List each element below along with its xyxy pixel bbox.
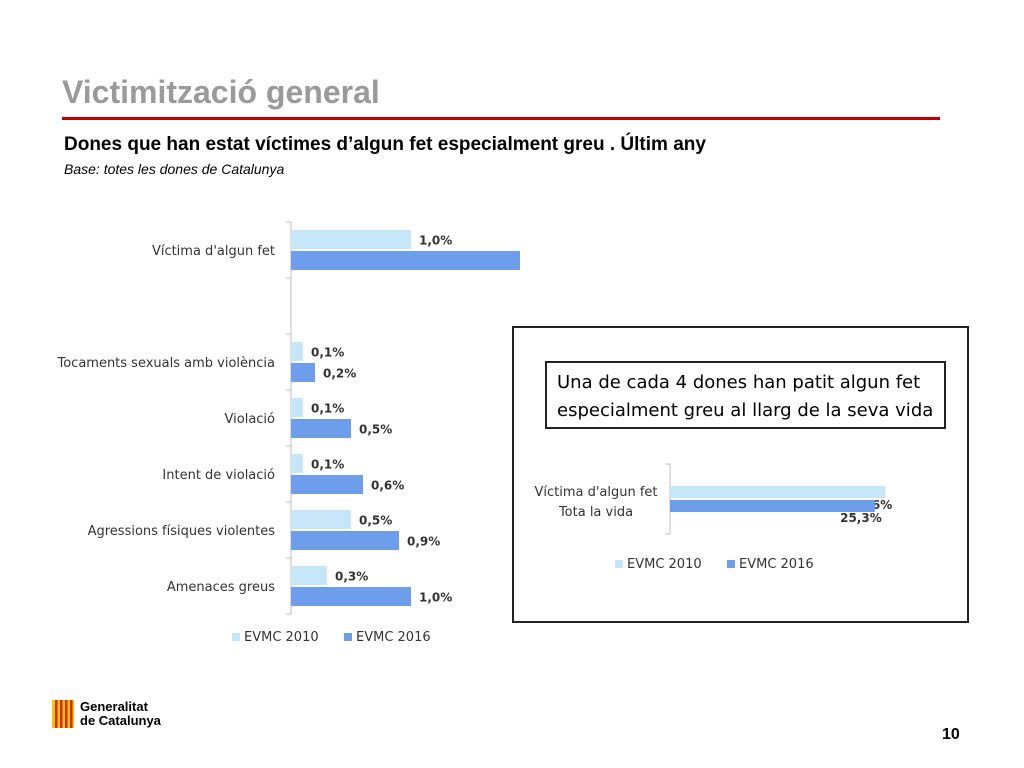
data-label: 0,1%	[311, 346, 344, 360]
category-label: Violació	[225, 412, 276, 427]
legend-label: EVMC 2016	[356, 630, 431, 645]
callout-box: Una de cada 4 dones han patit algun fet …	[545, 361, 946, 429]
data-label: 0,9%	[407, 535, 440, 549]
bar-2010	[291, 398, 303, 417]
legend-label: EVMC 2010	[244, 630, 319, 645]
category-label: Intent de violació	[162, 468, 275, 483]
bar-2016	[670, 500, 875, 512]
title-underline	[62, 117, 940, 120]
legend-label: EVMC 2010	[627, 557, 702, 572]
category-label: Tota la vida	[558, 505, 633, 520]
legend-swatch	[615, 560, 623, 568]
legend-label: EVMC 2016	[739, 557, 814, 572]
bar-2016	[291, 475, 363, 494]
bar-2016	[291, 363, 315, 382]
data-label: 0,3%	[335, 570, 368, 584]
data-label: 0,5%	[359, 423, 392, 437]
bar-2016	[291, 251, 520, 270]
logo-line-1: Generalitat	[80, 699, 148, 714]
data-label: 1,0%	[419, 234, 452, 248]
bar-2016	[291, 419, 351, 438]
bar-2010	[291, 510, 351, 529]
base-note: Base: totes les dones de Catalunya	[64, 161, 285, 177]
data-label: 0,5%	[359, 514, 392, 528]
generalitat-logo: Generalitat de Catalunya	[52, 700, 161, 728]
slide-subtitle: Dones que han estat víctimes d’algun fet…	[64, 134, 706, 155]
category-label: Agressions físiques violentes	[88, 524, 276, 539]
legend-swatch	[232, 633, 240, 641]
data-label: 1,0%	[419, 591, 452, 605]
catalan-flag-icon	[52, 700, 74, 728]
bar-2010	[291, 566, 327, 585]
data-label: 0,1%	[311, 458, 344, 472]
logo-wordmark: Generalitat de Catalunya	[80, 700, 161, 728]
data-label: 25,3%	[840, 511, 882, 525]
legend-swatch	[727, 560, 735, 568]
page-number: 10	[942, 726, 960, 743]
data-label: 0,2%	[323, 367, 356, 381]
data-label: 0,6%	[371, 479, 404, 493]
category-label: Tocaments sexuals amb violència	[56, 356, 275, 371]
bar-2016	[291, 587, 411, 606]
slide-title: Victimització general	[62, 74, 380, 110]
category-label: Víctima d'algun fet	[152, 244, 275, 259]
category-label: Víctima d'algun fet	[534, 485, 657, 500]
bar-2010	[670, 486, 886, 498]
bar-2010	[291, 454, 303, 473]
bar-2010	[291, 342, 303, 361]
logo-line-2: de Catalunya	[80, 713, 161, 728]
data-label: 0,1%	[311, 402, 344, 416]
bar-2010	[291, 230, 411, 249]
bar-2016	[291, 531, 399, 550]
legend-swatch	[344, 633, 352, 641]
category-label: Amenaces greus	[167, 580, 275, 595]
